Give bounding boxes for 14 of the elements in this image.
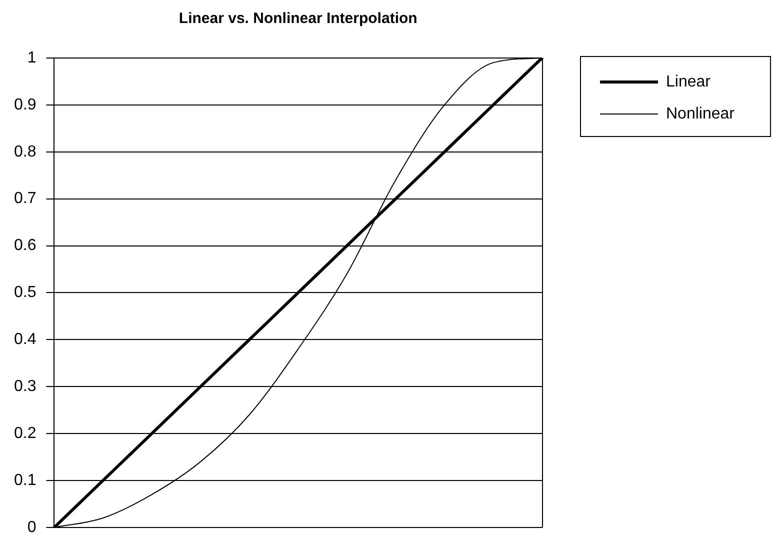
y-tick-label: 0.6: [14, 237, 36, 254]
y-tick-label: 0.4: [14, 331, 36, 348]
y-tick-label: 1: [27, 49, 36, 66]
y-tick-label: 0: [27, 518, 36, 536]
y-tick-label: 0.5: [14, 284, 36, 302]
legend-label: Nonlinear: [666, 105, 736, 122]
chart-title: Linear vs. Nonlinear Interpolation: [178, 10, 418, 28]
y-tick-label: 0.3: [14, 378, 36, 395]
y-tick-label: 0.2: [14, 424, 36, 442]
y-tick-label: 0.1: [14, 472, 36, 489]
y-tick-label: 0.8: [14, 143, 36, 160]
y-tick-label: 0.9: [14, 96, 36, 114]
y-tick-label: 0.7: [14, 190, 36, 208]
legend-label: Linear: [666, 73, 712, 90]
